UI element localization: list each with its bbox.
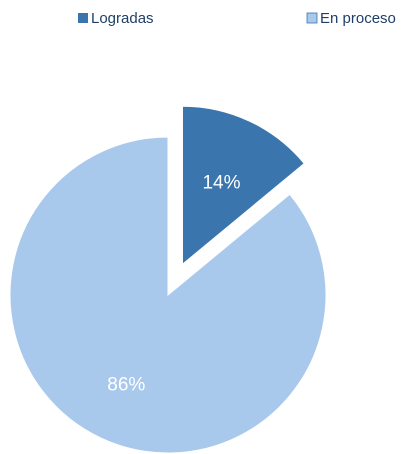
legend-swatch-en-proceso — [306, 12, 318, 24]
legend-swatch-logradas — [78, 13, 88, 23]
legend-item-en-proceso: En proceso — [306, 10, 396, 27]
pie-slice-en-proceso — [9, 136, 327, 454]
pie-slice-logradas — [181, 105, 305, 266]
pie-slice-labels: 14% 86% — [107, 172, 240, 395]
data-label-en-proceso: 86% — [107, 375, 145, 396]
pie-slices — [9, 105, 327, 454]
legend: Logradas En proceso — [78, 10, 396, 27]
legend-label-en-proceso: En proceso — [320, 10, 396, 27]
data-label-logradas: 14% — [202, 172, 240, 193]
legend-label-logradas: Logradas — [91, 10, 154, 27]
legend-item-logradas: Logradas — [78, 10, 154, 27]
